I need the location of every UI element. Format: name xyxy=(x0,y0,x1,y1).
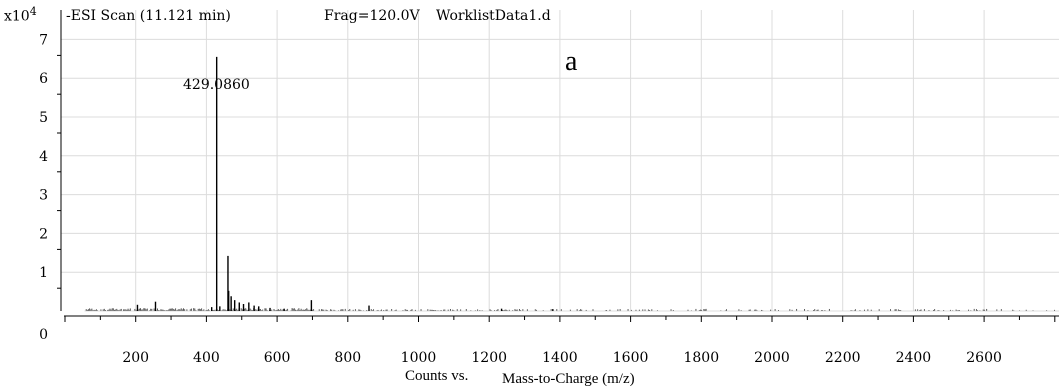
x-tick-label-2400: 2400 xyxy=(896,350,932,366)
panel-label: a xyxy=(565,46,578,77)
x-tick-label-600: 600 xyxy=(264,350,291,366)
y-tick-label-5: 5 xyxy=(39,110,48,126)
y-tick-label-4: 4 xyxy=(39,149,48,165)
y-tick-label-1: 1 xyxy=(39,265,48,281)
x-tick-label-1200: 1200 xyxy=(471,350,507,366)
tick-labels-layer: 0 1 2 3 4 5 6 7 200 400 600 800 1000 1200 1400 1600 1800… xyxy=(39,32,1002,366)
y-multiplier: x104 xyxy=(4,5,37,25)
x-tick-label-1800: 1800 xyxy=(683,350,719,366)
x-tick-label-200: 200 xyxy=(122,350,149,366)
x-tick-label-2200: 2200 xyxy=(825,350,861,366)
data-file-name: WorklistData1.d xyxy=(436,8,551,24)
peaks-layer xyxy=(136,56,554,311)
x-tick-label-2000: 2000 xyxy=(754,350,790,366)
y-tick-label-6: 6 xyxy=(39,71,48,87)
x-axis-label: Mass-to-Charge (m/z) xyxy=(502,371,635,387)
x-tick-label-400: 400 xyxy=(193,350,220,366)
frag-voltage: Frag=120.0V xyxy=(324,8,420,24)
x-tick-label-1400: 1400 xyxy=(542,350,578,366)
axes-layer xyxy=(57,10,1059,322)
x-axis-label-prefix: Counts vs. xyxy=(405,368,469,384)
x-tick-label-1000: 1000 xyxy=(401,350,437,366)
x-tick-label-1600: 1600 xyxy=(613,350,649,366)
y-multiplier-text: x10 xyxy=(4,8,30,25)
y-exponent: 4 xyxy=(29,5,37,18)
y-tick-label-0: 0 xyxy=(39,327,48,343)
y-tick-label-7: 7 xyxy=(39,32,48,48)
x-tick-label-800: 800 xyxy=(334,350,361,366)
x-tick-label-2600: 2600 xyxy=(966,350,1002,366)
base-peak-label: 429.0860 xyxy=(183,77,250,93)
y-tick-label-2: 2 xyxy=(39,226,48,242)
grid-layer xyxy=(61,10,1059,311)
scan-title: -ESI Scan (11.121 min) xyxy=(66,8,231,24)
y-tick-label-3: 3 xyxy=(39,188,48,204)
